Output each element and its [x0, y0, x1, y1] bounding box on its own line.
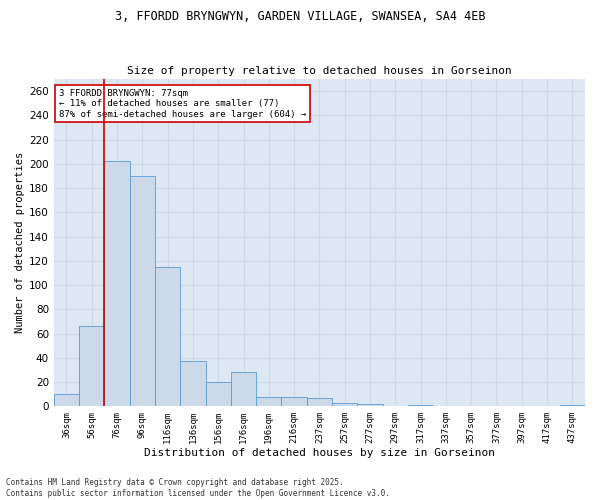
- Bar: [206, 382, 231, 406]
- Bar: [307, 398, 332, 406]
- Bar: [231, 372, 256, 406]
- X-axis label: Distribution of detached houses by size in Gorseinon: Distribution of detached houses by size …: [144, 448, 495, 458]
- Bar: [281, 396, 307, 406]
- Text: Contains HM Land Registry data © Crown copyright and database right 2025.
Contai: Contains HM Land Registry data © Crown c…: [6, 478, 390, 498]
- Bar: [104, 162, 130, 406]
- Bar: [54, 394, 79, 406]
- Text: 3 FFORDD BRYNGWYN: 77sqm
← 11% of detached houses are smaller (77)
87% of semi-d: 3 FFORDD BRYNGWYN: 77sqm ← 11% of detach…: [59, 89, 307, 118]
- Y-axis label: Number of detached properties: Number of detached properties: [15, 152, 25, 334]
- Bar: [155, 267, 180, 406]
- Bar: [358, 404, 383, 406]
- Bar: [408, 405, 433, 406]
- Title: Size of property relative to detached houses in Gorseinon: Size of property relative to detached ho…: [127, 66, 512, 76]
- Bar: [256, 396, 281, 406]
- Bar: [130, 176, 155, 406]
- Text: 3, FFORDD BRYNGWYN, GARDEN VILLAGE, SWANSEA, SA4 4EB: 3, FFORDD BRYNGWYN, GARDEN VILLAGE, SWAN…: [115, 10, 485, 23]
- Bar: [79, 326, 104, 406]
- Bar: [560, 405, 585, 406]
- Bar: [180, 362, 206, 406]
- Bar: [332, 402, 358, 406]
